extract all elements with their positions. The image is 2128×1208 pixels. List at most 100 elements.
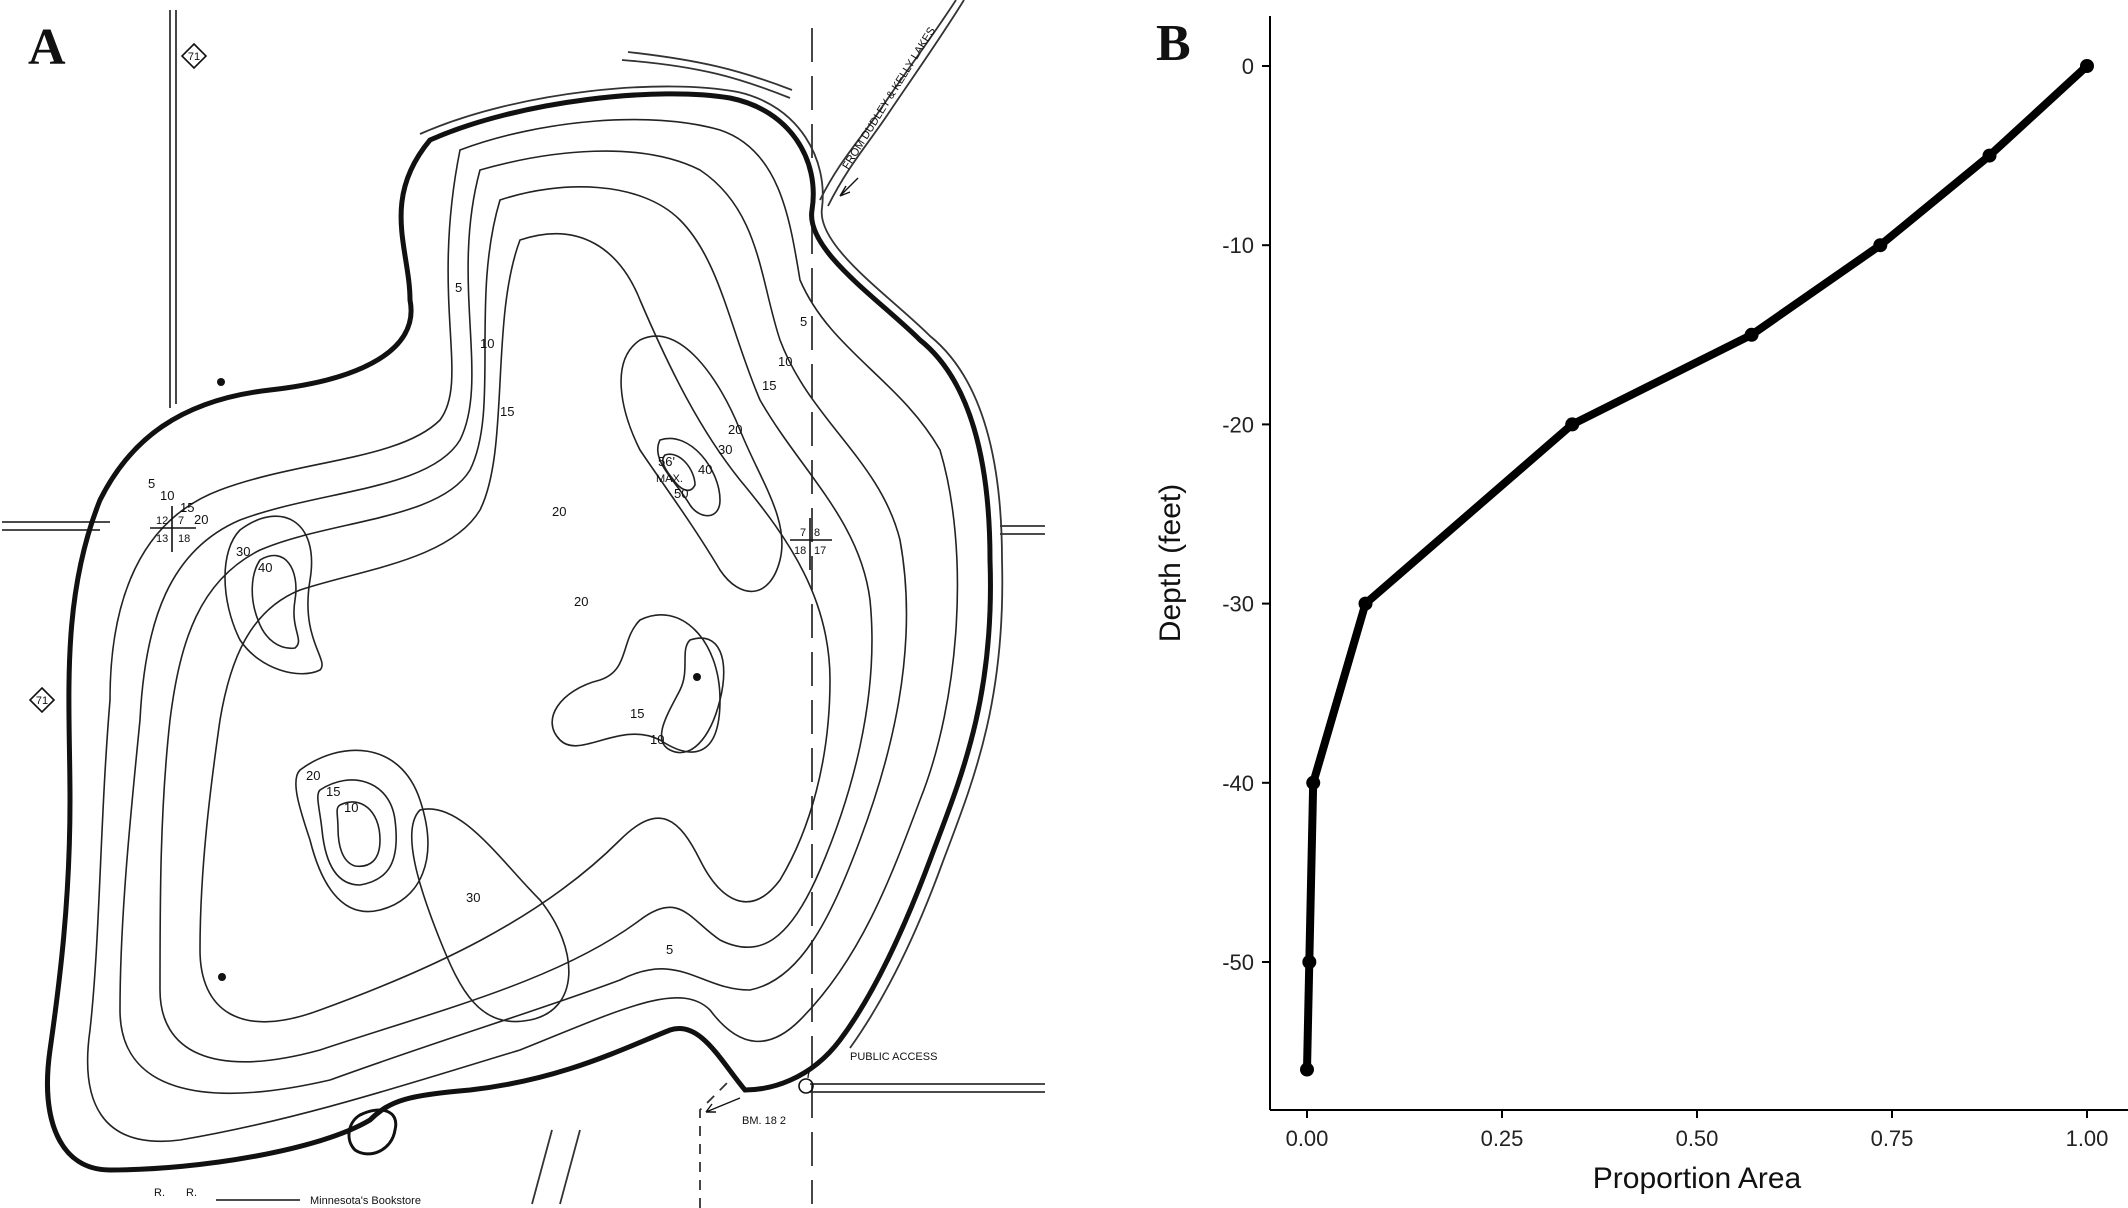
island-south (347, 1108, 398, 1156)
contour-label-30: 30 (718, 442, 732, 457)
section-label: 18 (178, 533, 190, 545)
island-dot (217, 378, 225, 386)
x-tick-label: 0.75 (1871, 1126, 1914, 1151)
inflow-channel (819, 0, 957, 201)
x-axis-title: Proportion Area (1593, 1162, 1802, 1195)
depth-contours (86, 118, 959, 1143)
data-point (1982, 148, 1997, 163)
public-access-leader (807, 1057, 823, 1079)
contour-label-5: 5 (148, 476, 155, 491)
contour-30-west (224, 515, 323, 675)
y-tick-label: -20 (1222, 412, 1254, 437)
contour-label-15: 15 (500, 404, 514, 419)
benchmark-label: BM. 18 2 (742, 1115, 786, 1127)
contour-label-50: 50 (674, 486, 688, 501)
contour-20 (199, 232, 831, 1023)
x-axis-ticks: 0.00 0.25 0.50 0.75 1.00 (1286, 1110, 2109, 1151)
contour-30-south (410, 808, 570, 1023)
contour-label-20: 20 (306, 768, 320, 783)
contour-40-north (657, 437, 721, 517)
data-point (2080, 59, 2094, 73)
highway-shield-icon (28, 686, 56, 714)
max-label: MAX. (656, 473, 683, 485)
contour-5 (86, 118, 959, 1143)
y-axis-ticks: 0 -10 -20 -30 -40 -50 (1222, 54, 1270, 975)
panel-a-bathymetric-map: A 71 71 (2, 0, 1045, 1208)
panel-a-label: A (28, 19, 66, 76)
x-tick-label: 1.00 (2066, 1126, 2109, 1151)
contour-label-5: 5 (455, 280, 462, 295)
x-tick-label: 0.25 (1481, 1126, 1524, 1151)
contour-label-20: 20 (728, 422, 742, 437)
data-point (1302, 955, 1317, 969)
section-label: 17 (814, 545, 826, 557)
data-point (1873, 238, 1888, 253)
x-tick-label: 0.00 (1286, 1126, 1329, 1151)
y-axis-title: Depth (feet) (1154, 484, 1187, 642)
y-tick-label: -10 (1222, 233, 1254, 258)
section-label: 8 (814, 527, 820, 539)
highway-number: 71 (36, 695, 48, 707)
highway-shield-west: 71 (28, 686, 56, 714)
section-label: 18 (794, 545, 806, 557)
island-dot (218, 973, 226, 981)
contour-label-30: 30 (466, 890, 480, 905)
y-tick-label: -30 (1222, 592, 1254, 617)
contour-label-40: 40 (698, 462, 712, 477)
contour-40-west (251, 554, 300, 649)
data-point (1300, 1062, 1314, 1077)
contour-label-5: 5 (666, 942, 673, 957)
section-label: 13 (156, 533, 168, 545)
highway-shield-north: 71 (180, 42, 208, 70)
contour-label-15: 15 (630, 706, 644, 721)
highway-shield-icon (180, 42, 208, 70)
panel-b-chart: B 0-10-20-30-40-50 0.00 0.25 0.50 0.75 1.00 … (1154, 15, 2128, 1195)
contour-15-south (317, 779, 397, 886)
contour-label-5: 5 (800, 314, 807, 329)
data-point (1306, 775, 1321, 790)
y-tick-label: 0 (1242, 54, 1254, 79)
data-point (1565, 417, 1580, 432)
road-north (627, 51, 793, 91)
contour-15-central (551, 614, 721, 753)
contour-label-20: 20 (552, 504, 566, 519)
range-label: R. (154, 1187, 165, 1199)
contour-label-40: 40 (258, 560, 272, 575)
public-access-label: PUBLIC ACCESS (850, 1051, 937, 1063)
x-tick-label: 0.50 (1676, 1126, 1719, 1151)
lake-shoreline (45, 91, 993, 1173)
contour-30-north (620, 335, 783, 593)
map-roads (2, 0, 1045, 1208)
road-south-west-edge (531, 1129, 553, 1205)
max-depth-label: 56' (658, 454, 675, 469)
contour-label-10: 10 (160, 488, 174, 503)
contour-10 (119, 150, 908, 1095)
section-label: 12 (156, 515, 168, 527)
contour-label-10: 10 (650, 732, 664, 747)
contour-50-north (662, 453, 696, 492)
contour-label-15: 15 (326, 784, 340, 799)
y-tick-label: -40 (1222, 771, 1254, 796)
section-corner-east: 7 8 18 17 (790, 518, 832, 570)
contour-labels: 5 10 15 20 20 5 10 15 20 30 40 50 56' MA… (148, 280, 807, 957)
lake-shore-road (419, 85, 1004, 1049)
panel-b-label: B (1156, 15, 1191, 72)
contour-label-10: 10 (344, 800, 358, 815)
credit-text: Minnesota's Bookstore (310, 1195, 421, 1207)
y-tick-label: -50 (1222, 950, 1254, 975)
range-label: R. (186, 1187, 197, 1199)
road-north-edge (621, 59, 791, 99)
data-point (1744, 327, 1759, 342)
access-arrow-icon (705, 1097, 741, 1113)
contour-20-south (295, 749, 429, 913)
contour-label-15: 15 (762, 378, 776, 393)
contour-15 (159, 186, 873, 1063)
section-corner-west: 12 7 13 18 (150, 506, 196, 552)
contour-label-20: 20 (574, 594, 588, 609)
series-line (1303, 62, 2091, 1074)
contour-label-30: 30 (236, 544, 250, 559)
inflow-arrow-icon (839, 177, 859, 197)
section-corner-marker (790, 518, 832, 570)
contour-label-10: 10 (480, 336, 494, 351)
contour-label-20: 20 (194, 512, 208, 527)
